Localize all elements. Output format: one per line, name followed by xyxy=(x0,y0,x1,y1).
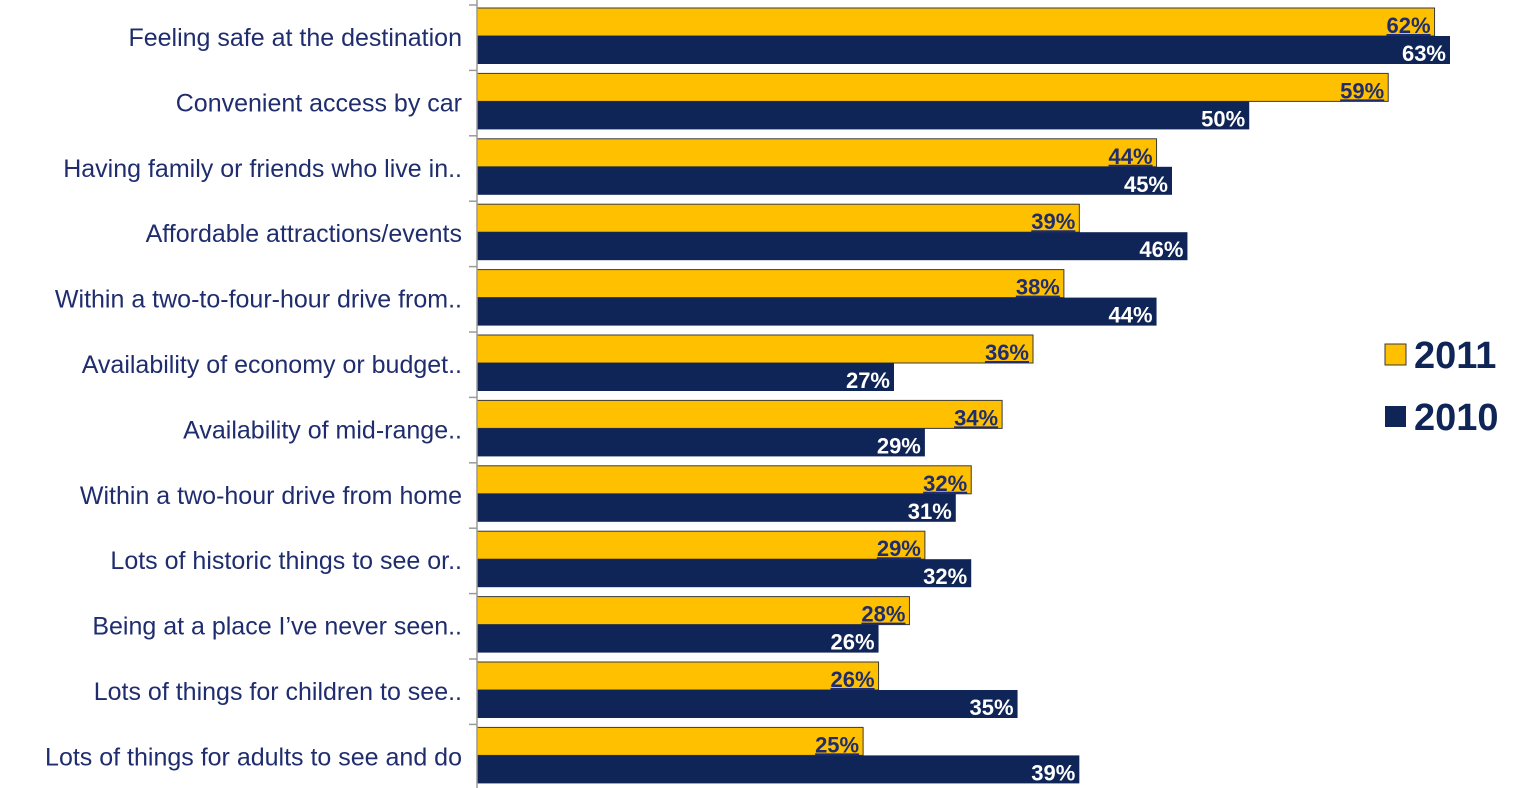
legend-entry-2010: 2010 xyxy=(1414,397,1499,439)
value-label-2011: 29% xyxy=(877,536,921,561)
value-label-2011: 36% xyxy=(985,340,1029,365)
bar-2011 xyxy=(476,726,864,756)
value-labels: 62% 63% 59% 50% 44% 45% 39% 46% 38% 44% 36% 27% 34% 2… xyxy=(815,13,1446,785)
bar-2011 xyxy=(476,72,1389,102)
value-label-2010: 44% xyxy=(1109,303,1153,328)
bar-2011 xyxy=(476,7,1436,37)
category-label: Being at a place I’ve never seen.. xyxy=(92,613,462,641)
bar-2010 xyxy=(477,559,972,588)
value-label-2010: 39% xyxy=(1031,760,1075,785)
bar-2010 xyxy=(477,36,1450,64)
bar-2010 xyxy=(477,690,1018,718)
legend-swatch-2011 xyxy=(1384,343,1407,366)
category-label: Convenient access by car xyxy=(176,89,462,117)
bar-2010 xyxy=(477,363,894,391)
value-label-2010: 31% xyxy=(908,499,952,524)
bar-2010 xyxy=(477,428,925,457)
value-label-2011: 34% xyxy=(954,405,998,430)
value-label-2010: 27% xyxy=(846,368,890,393)
bar-2010 xyxy=(477,101,1250,130)
value-label-2010: 46% xyxy=(1139,237,1183,262)
bar-2011 xyxy=(476,596,910,626)
legend: 2011 2010 xyxy=(1384,335,1499,439)
category-labels: Feeling safe at the destination Convenien… xyxy=(45,24,462,771)
value-label-2010: 35% xyxy=(970,695,1014,720)
value-label-2010: 45% xyxy=(1124,172,1168,197)
category-label: Availability of mid-range.. xyxy=(183,416,462,444)
category-label: Within a two-to-four-hour drive from.. xyxy=(55,286,462,314)
category-label: Affordable attractions/events xyxy=(146,220,462,248)
bar-2010 xyxy=(477,755,1080,784)
bar-2011 xyxy=(476,530,926,560)
value-label-2011: 38% xyxy=(1016,275,1060,300)
value-label-2011: 59% xyxy=(1340,78,1384,103)
bar-2011 xyxy=(476,269,1065,299)
category-label: Feeling safe at the destination xyxy=(128,24,462,52)
category-axis xyxy=(469,0,478,788)
value-label-2011: 25% xyxy=(815,732,859,757)
category-label: Within a two-hour drive from home xyxy=(80,482,462,510)
value-label-2011: 28% xyxy=(861,602,905,627)
value-label-2010: 50% xyxy=(1201,106,1245,131)
category-label: Lots of things for adults to see and do xyxy=(45,743,462,771)
value-label-2010: 32% xyxy=(923,564,967,589)
bar-2011 xyxy=(476,203,1080,233)
bar-2011 xyxy=(476,465,972,495)
value-label-2011: 26% xyxy=(831,667,875,692)
bars xyxy=(476,7,1450,784)
value-label-2011: 39% xyxy=(1031,209,1075,234)
legend-swatch-2010 xyxy=(1385,406,1406,427)
bar-2011 xyxy=(476,334,1034,364)
category-label: Having family or friends who live in.. xyxy=(63,155,462,183)
value-label-2010: 26% xyxy=(831,630,875,655)
bar-2010 xyxy=(477,297,1157,326)
category-label: Lots of historic things to see or.. xyxy=(110,547,462,575)
bar-2010 xyxy=(477,166,1172,195)
bar-2010 xyxy=(477,624,879,653)
legend-entry-2011: 2011 xyxy=(1414,335,1496,377)
value-label-2011: 44% xyxy=(1109,144,1153,169)
bar-2011 xyxy=(476,661,880,691)
category-label: Lots of things for children to see.. xyxy=(94,678,462,706)
value-label-2011: 62% xyxy=(1387,13,1431,38)
value-label-2011: 32% xyxy=(923,471,967,496)
value-label-2010: 29% xyxy=(877,433,921,458)
bar-2011 xyxy=(476,399,1003,429)
category-label: Availability of economy or budget.. xyxy=(82,351,462,379)
bar-2010 xyxy=(477,493,956,522)
value-label-2010: 63% xyxy=(1402,41,1446,66)
bar-2011 xyxy=(476,138,1158,168)
bar-2010 xyxy=(477,232,1188,261)
